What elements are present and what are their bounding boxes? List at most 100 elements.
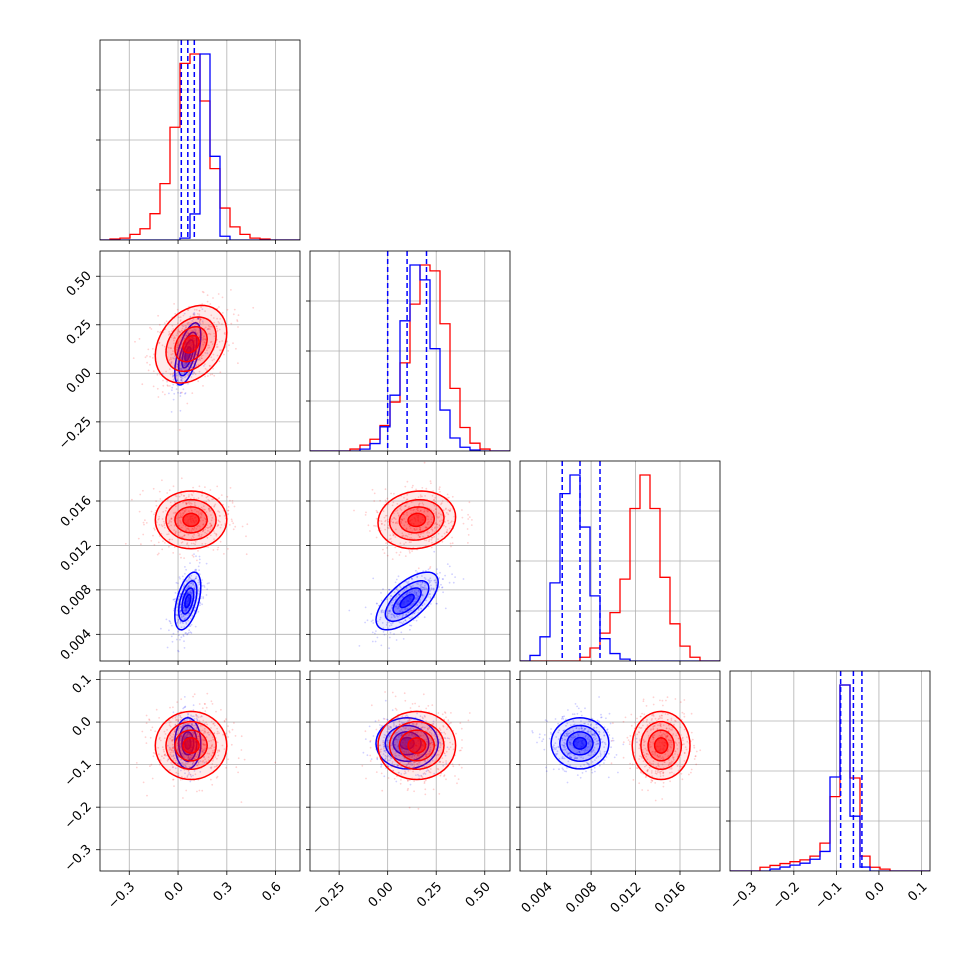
sample-point	[394, 581, 397, 584]
sample-point	[578, 750, 581, 753]
sample-point	[172, 372, 175, 374]
sample-point	[425, 587, 428, 590]
sample-point	[196, 317, 199, 320]
sample-point	[208, 582, 210, 584]
sample-point	[410, 733, 413, 735]
sample-point	[182, 512, 184, 514]
sample-point	[198, 720, 201, 723]
sample-point	[399, 782, 402, 785]
sample-point	[224, 333, 227, 336]
sample-point	[353, 509, 355, 512]
sample-point	[584, 727, 587, 730]
sample-point	[227, 548, 229, 550]
sample-point	[409, 537, 411, 539]
sample-point	[405, 727, 407, 729]
sample-point	[193, 504, 196, 506]
sample-point	[190, 578, 193, 581]
sample-point	[570, 736, 573, 739]
sample-point	[405, 580, 407, 583]
sample-point	[385, 734, 387, 737]
sample-point	[419, 584, 422, 586]
sample-point	[404, 555, 407, 557]
sample-point	[173, 342, 175, 345]
density-contour	[174, 571, 202, 631]
sample-point	[182, 724, 185, 727]
sample-point	[193, 314, 196, 317]
sample-point	[210, 754, 213, 757]
sample-point	[434, 744, 437, 747]
sample-point	[184, 608, 187, 610]
sample-point	[376, 636, 379, 639]
sample-point	[390, 601, 393, 604]
sample-point	[217, 524, 220, 526]
sample-point	[590, 723, 593, 726]
y-tick-label: 0.012	[58, 538, 95, 575]
sample-point	[433, 550, 436, 553]
sample-point	[181, 391, 183, 394]
sample-point	[180, 379, 183, 381]
sample-point	[398, 593, 400, 596]
sample-point	[419, 536, 421, 538]
sample-point	[218, 328, 221, 331]
sample-point	[437, 532, 440, 535]
sample-point	[389, 610, 392, 613]
sample-point	[165, 370, 168, 373]
sample-point	[576, 705, 578, 708]
sample-point	[413, 590, 416, 593]
sample-point	[586, 762, 589, 765]
sample-point	[181, 377, 184, 380]
sample-point	[177, 772, 180, 775]
sample-point	[211, 517, 214, 519]
sample-point	[408, 541, 411, 544]
sample-point	[211, 752, 214, 754]
sample-point	[185, 368, 187, 371]
sample-point	[387, 524, 390, 527]
panel-frame	[99, 460, 301, 662]
sample-point	[218, 497, 220, 500]
sample-point	[413, 508, 415, 511]
sample-point	[390, 613, 393, 616]
sample-point	[416, 507, 419, 510]
sample-point	[178, 746, 181, 749]
sample-point	[183, 647, 186, 649]
sample-point	[177, 582, 179, 585]
sample-point	[200, 748, 203, 750]
sample-point	[180, 378, 183, 381]
sample-point	[190, 582, 193, 585]
sample-point	[434, 743, 437, 746]
sample-point	[445, 512, 448, 514]
sample-point	[198, 309, 201, 312]
sample-point	[423, 772, 426, 774]
sample-point	[210, 314, 213, 317]
sample-point	[556, 752, 559, 755]
sample-point	[597, 731, 600, 733]
sample-point	[206, 352, 209, 355]
sample-point	[576, 751, 579, 754]
sample-point	[201, 729, 204, 732]
sample-point	[172, 746, 175, 748]
sample-point	[466, 528, 469, 530]
sample-point	[230, 289, 232, 291]
sample-point	[387, 733, 390, 736]
sample-point	[193, 313, 196, 316]
sample-point	[438, 512, 440, 515]
sample-point	[150, 763, 153, 766]
sample-point	[210, 525, 213, 527]
sample-point	[179, 392, 182, 395]
sample-point	[611, 737, 614, 740]
sample-point	[425, 707, 428, 710]
sample-point	[555, 736, 558, 738]
sample-point	[408, 806, 411, 809]
sample-point	[182, 362, 184, 364]
sample-point	[190, 354, 193, 357]
sample-point	[392, 614, 395, 617]
x-tick-label: 0.6	[259, 879, 284, 904]
sample-point	[216, 548, 219, 551]
sample-point	[181, 536, 183, 538]
sample-point	[403, 717, 406, 720]
sample-point	[442, 725, 444, 727]
sample-point	[224, 331, 227, 334]
sample-point	[391, 761, 394, 763]
sample-point	[185, 529, 188, 532]
sample-point	[170, 755, 173, 758]
